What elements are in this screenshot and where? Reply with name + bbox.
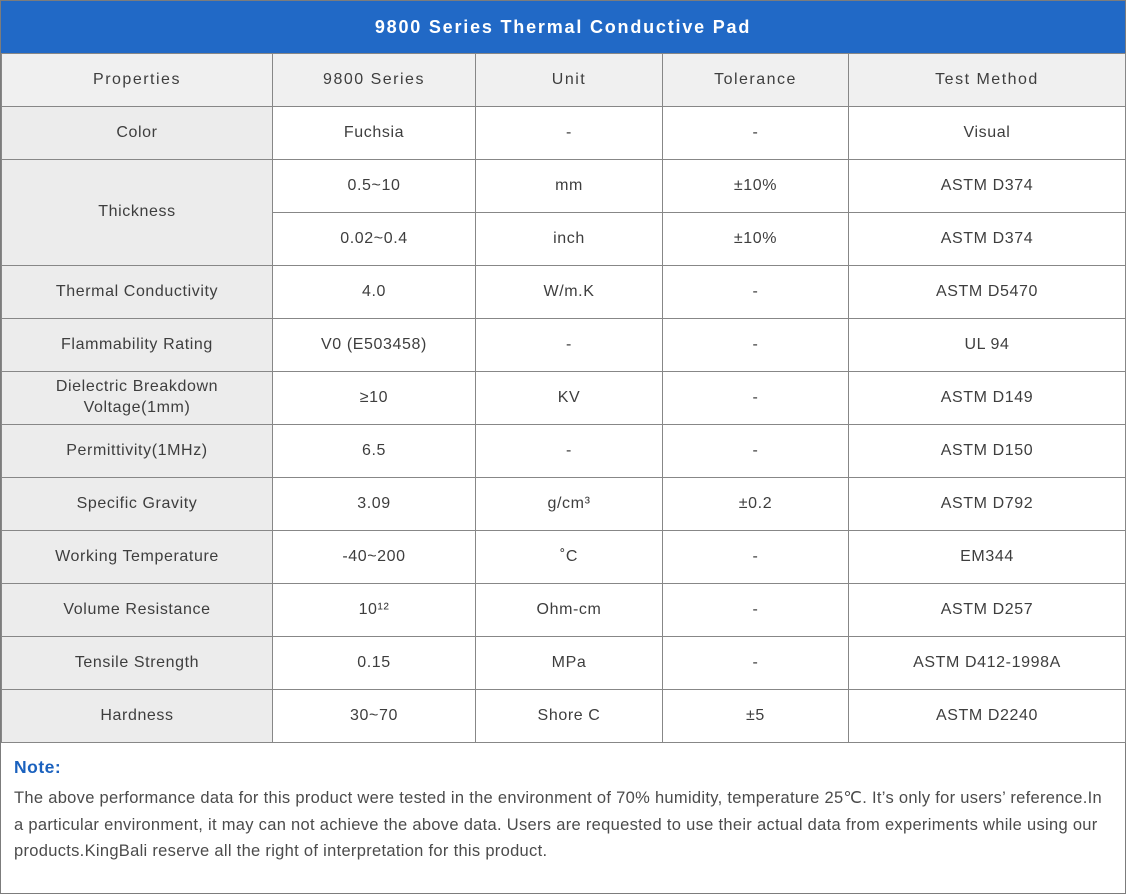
cell-unit: Shore C <box>475 689 663 743</box>
cell-value: 30~70 <box>272 689 476 743</box>
cell-property: Working Temperature <box>1 530 273 584</box>
table-row-thickness-inch: 0.02~0.4 inch ±10% ASTM D374 <box>2 212 1126 266</box>
page-title: 9800 Series Thermal Conductive Pad <box>374 16 752 37</box>
col-header-properties: Properties <box>1 53 273 107</box>
cell-method: Visual <box>848 106 1126 160</box>
cell-value: 6.5 <box>272 424 476 478</box>
cell-unit: MPa <box>475 636 663 690</box>
cell-property: Thermal Conductivity <box>1 265 273 319</box>
cell-tolerance: - <box>662 318 849 372</box>
cell-unit: ˚C <box>475 530 663 584</box>
spec-table: Properties 9800 Series Unit Tolerance Te… <box>1 53 1126 743</box>
table-row-specific-gravity: Specific Gravity 3.09 g/cm³ ±0.2 ASTM D7… <box>1 477 1126 531</box>
note-body: The above performance data for this prod… <box>14 789 1103 861</box>
cell-method: UL 94 <box>848 318 1126 372</box>
cell-unit: - <box>475 424 663 478</box>
cell-method: ASTM D374 <box>848 212 1126 266</box>
cell-tolerance: ±0.2 <box>662 477 849 531</box>
cell-value: ≥10 <box>272 371 476 425</box>
cell-value: 0.02~0.4 <box>272 212 476 266</box>
cell-property: Permittivity(1MHz) <box>1 424 273 478</box>
cell-unit: inch <box>475 212 663 266</box>
cell-value: Fuchsia <box>272 106 476 160</box>
col-header-series: 9800 Series <box>272 53 476 107</box>
cell-value: 0.15 <box>272 636 476 690</box>
title-bar: 9800 Series Thermal Conductive Pad <box>1 1 1125 53</box>
col-header-tolerance: Tolerance <box>662 53 849 107</box>
col-header-unit: Unit <box>475 53 663 107</box>
table-row-tensile-strength: Tensile Strength 0.15 MPa - ASTM D412-19… <box>1 636 1126 690</box>
cell-value: V0 (E503458) <box>272 318 476 372</box>
cell-property: Specific Gravity <box>1 477 273 531</box>
table-row-permittivity: Permittivity(1MHz) 6.5 - - ASTM D150 <box>1 424 1126 478</box>
cell-tolerance: - <box>662 424 849 478</box>
cell-unit: KV <box>475 371 663 425</box>
cell-property: Dielectric Breakdown Voltage(1mm) <box>1 371 273 425</box>
cell-property: Thickness <box>1 159 273 266</box>
cell-method: ASTM D149 <box>848 371 1126 425</box>
cell-unit: Ohm-cm <box>475 583 663 637</box>
col-header-test-method: Test Method <box>848 53 1126 107</box>
table-row-hardness: Hardness 30~70 Shore C ±5 ASTM D2240 <box>1 689 1126 743</box>
cell-method: ASTM D374 <box>848 159 1126 213</box>
cell-property: Color <box>1 106 273 160</box>
cell-method: ASTM D412-1998A <box>848 636 1126 690</box>
cell-tolerance: - <box>662 636 849 690</box>
cell-method: ASTM D257 <box>848 583 1126 637</box>
cell-tolerance: - <box>662 106 849 160</box>
table-row-dielectric-breakdown: Dielectric Breakdown Voltage(1mm) ≥10 KV… <box>1 371 1126 425</box>
cell-tolerance: ±10% <box>662 159 849 213</box>
cell-unit: - <box>475 106 663 160</box>
table-row-color: Color Fuchsia - - Visual <box>1 106 1126 160</box>
cell-method: ASTM D2240 <box>848 689 1126 743</box>
note-section: Note: The above performance data for thi… <box>1 743 1125 893</box>
table-row-flammability: Flammability Rating V0 (E503458) - - UL … <box>1 318 1126 372</box>
cell-tolerance: ±5 <box>662 689 849 743</box>
cell-unit: - <box>475 318 663 372</box>
cell-unit: mm <box>475 159 663 213</box>
table-row-thermal-conductivity: Thermal Conductivity 4.0 W/m.K - ASTM D5… <box>1 265 1126 319</box>
cell-property: Flammability Rating <box>1 318 273 372</box>
cell-unit: g/cm³ <box>475 477 663 531</box>
cell-method: ASTM D5470 <box>848 265 1126 319</box>
cell-unit: W/m.K <box>475 265 663 319</box>
cell-property: Hardness <box>1 689 273 743</box>
cell-tolerance: ±10% <box>662 212 849 266</box>
cell-property: Tensile Strength <box>1 636 273 690</box>
cell-value: 3.09 <box>272 477 476 531</box>
table-header-row: Properties 9800 Series Unit Tolerance Te… <box>1 53 1126 107</box>
cell-tolerance: - <box>662 371 849 425</box>
cell-tolerance: - <box>662 530 849 584</box>
cell-value: 4.0 <box>272 265 476 319</box>
cell-value: 10¹² <box>272 583 476 637</box>
cell-method: ASTM D792 <box>848 477 1126 531</box>
cell-tolerance: - <box>662 265 849 319</box>
table-row-volume-resistance: Volume Resistance 10¹² Ohm-cm - ASTM D25… <box>1 583 1126 637</box>
note-heading: Note: <box>14 757 62 777</box>
table-row-thickness-mm: Thickness 0.5~10 mm ±10% ASTM D374 <box>1 159 1126 266</box>
table-row-working-temperature: Working Temperature -40~200 ˚C - EM344 <box>1 530 1126 584</box>
cell-property: Volume Resistance <box>1 583 273 637</box>
cell-method: EM344 <box>848 530 1126 584</box>
cell-value: -40~200 <box>272 530 476 584</box>
cell-method: ASTM D150 <box>848 424 1126 478</box>
cell-tolerance: - <box>662 583 849 637</box>
cell-value: 0.5~10 <box>272 159 476 213</box>
